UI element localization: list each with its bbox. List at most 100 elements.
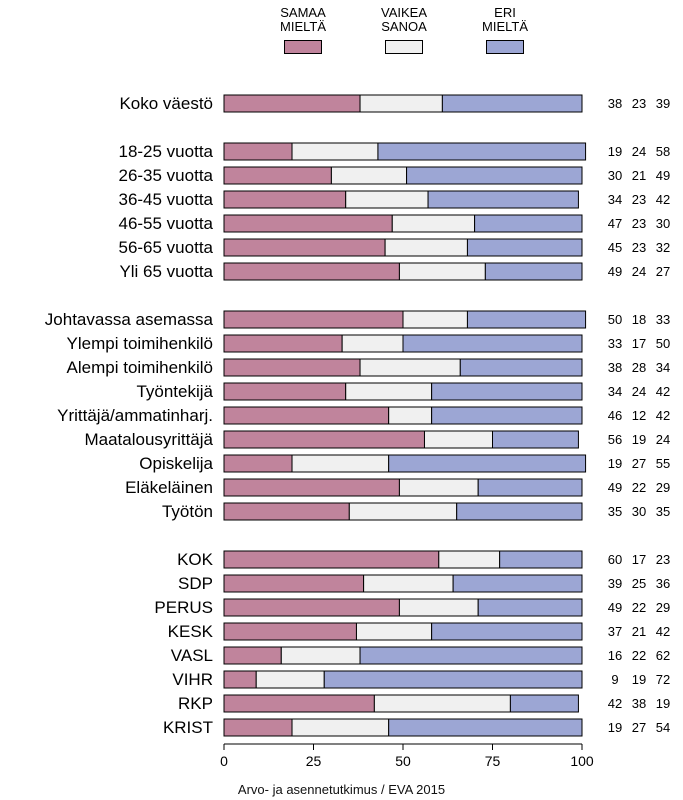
bar-segment-3: [388, 718, 583, 737]
value-label: 19: [608, 144, 622, 159]
category-label: KESK: [168, 622, 214, 641]
value-label: 27: [632, 720, 646, 735]
value-label: 29: [656, 480, 670, 495]
value-label: 18: [632, 312, 646, 327]
bar-segment-2: [363, 574, 454, 593]
value-label: 50: [608, 312, 622, 327]
value-label: 49: [608, 600, 622, 615]
value-label: 17: [632, 336, 646, 351]
value-label: 45: [608, 240, 622, 255]
value-label: 35: [608, 504, 622, 519]
value-label: 42: [656, 624, 670, 639]
bar-segment-3: [323, 670, 583, 689]
legend-vaikea-line1: VAIKEA: [380, 5, 427, 20]
value-label: 30: [656, 216, 670, 231]
value-label: 30: [608, 168, 622, 183]
legend-eri-line1: ERI: [494, 5, 516, 20]
category-label: Työtön: [162, 502, 213, 521]
value-label: 54: [656, 720, 670, 735]
bar-segment-3: [402, 334, 583, 353]
value-label: 29: [656, 600, 670, 615]
value-label: 49: [656, 168, 670, 183]
legend-eri: ERI MIELTÄ: [450, 6, 560, 54]
legend-samaa-swatch: [284, 40, 322, 54]
value-label: 19: [608, 720, 622, 735]
legend-vaikea: VAIKEA SANOA: [349, 6, 459, 54]
bar-segment-2: [345, 190, 429, 209]
bar-segment-3: [492, 430, 579, 449]
bar-segment-1: [223, 94, 361, 113]
bar-segment-3: [459, 358, 583, 377]
value-label: 38: [608, 360, 622, 375]
category-label: Eläkeläinen: [125, 478, 213, 497]
value-label: 9: [611, 672, 618, 687]
value-label: 33: [608, 336, 622, 351]
bar-segment-3: [456, 502, 583, 521]
bar-segment-1: [223, 454, 293, 473]
value-label: 24: [632, 144, 646, 159]
bar-segment-1: [223, 190, 347, 209]
value-label: 49: [608, 264, 622, 279]
bar-segment-3: [509, 694, 579, 713]
bar-segment-1: [223, 574, 365, 593]
category-label: Ylempi toimihenkilö: [67, 334, 213, 353]
bar-segment-1: [223, 430, 425, 449]
category-label: Opiskelija: [139, 454, 213, 473]
value-label: 32: [656, 240, 670, 255]
value-label: 24: [632, 384, 646, 399]
bar-segment-2: [402, 310, 468, 329]
value-label: 19: [632, 672, 646, 687]
category-label: 56-65 vuotta: [118, 238, 213, 257]
bar-segment-2: [438, 550, 501, 569]
value-label: 23: [656, 552, 670, 567]
bar-segment-2: [341, 334, 404, 353]
bar-segment-1: [223, 166, 332, 185]
value-label: 23: [632, 192, 646, 207]
source-caption: Arvo- ja asennetutkimus / EVA 2015: [237, 782, 446, 797]
bar-segment-3: [477, 598, 583, 617]
value-label: 42: [608, 696, 622, 711]
value-label: 27: [632, 456, 646, 471]
bar-segment-1: [223, 406, 390, 425]
bar-segment-3: [466, 310, 587, 329]
value-label: 35: [656, 504, 670, 519]
bar-segment-2: [398, 478, 479, 497]
bar-segment-3: [431, 382, 583, 401]
value-label: 36: [656, 576, 670, 591]
stacked-bar-chart: Koko väestö 38 23 39 18-25 vuotta 19 24 58 26-35…: [45, 94, 670, 769]
value-label: 34: [656, 360, 670, 375]
bar-segment-3: [484, 262, 583, 281]
bar-segment-1: [223, 646, 282, 665]
value-label: 34: [608, 192, 622, 207]
bar-segment-1: [223, 478, 400, 497]
value-label: 19: [608, 456, 622, 471]
category-label: VIHR: [172, 670, 213, 689]
value-label: 39: [608, 576, 622, 591]
bar-segment-2: [291, 454, 390, 473]
value-label: 12: [632, 408, 646, 423]
bar-segment-3: [452, 574, 583, 593]
bar-segment-1: [223, 238, 386, 257]
category-label: Yrittäjä/ammatinharj.: [57, 406, 213, 425]
bar-segment-3: [427, 190, 579, 209]
bar-segment-3: [474, 214, 583, 233]
value-label: 56: [608, 432, 622, 447]
bar-segment-2: [359, 358, 461, 377]
value-label: 17: [632, 552, 646, 567]
value-label: 24: [632, 264, 646, 279]
legend-vaikea-swatch: [385, 40, 423, 54]
legend-eri-line2: MIELTÄ: [482, 19, 528, 34]
x-tick-label: 100: [570, 753, 594, 769]
category-label: KRIST: [163, 718, 213, 737]
category-label: RKP: [178, 694, 213, 713]
bar-segment-3: [406, 166, 583, 185]
value-label: 30: [632, 504, 646, 519]
bar-segment-3: [466, 238, 583, 257]
value-label: 33: [656, 312, 670, 327]
value-label: 19: [656, 696, 670, 711]
bar-segment-2: [345, 382, 433, 401]
bar-segment-3: [359, 646, 583, 665]
value-label: 62: [656, 648, 670, 663]
category-label: Koko väestö: [119, 94, 213, 113]
value-label: 58: [656, 144, 670, 159]
